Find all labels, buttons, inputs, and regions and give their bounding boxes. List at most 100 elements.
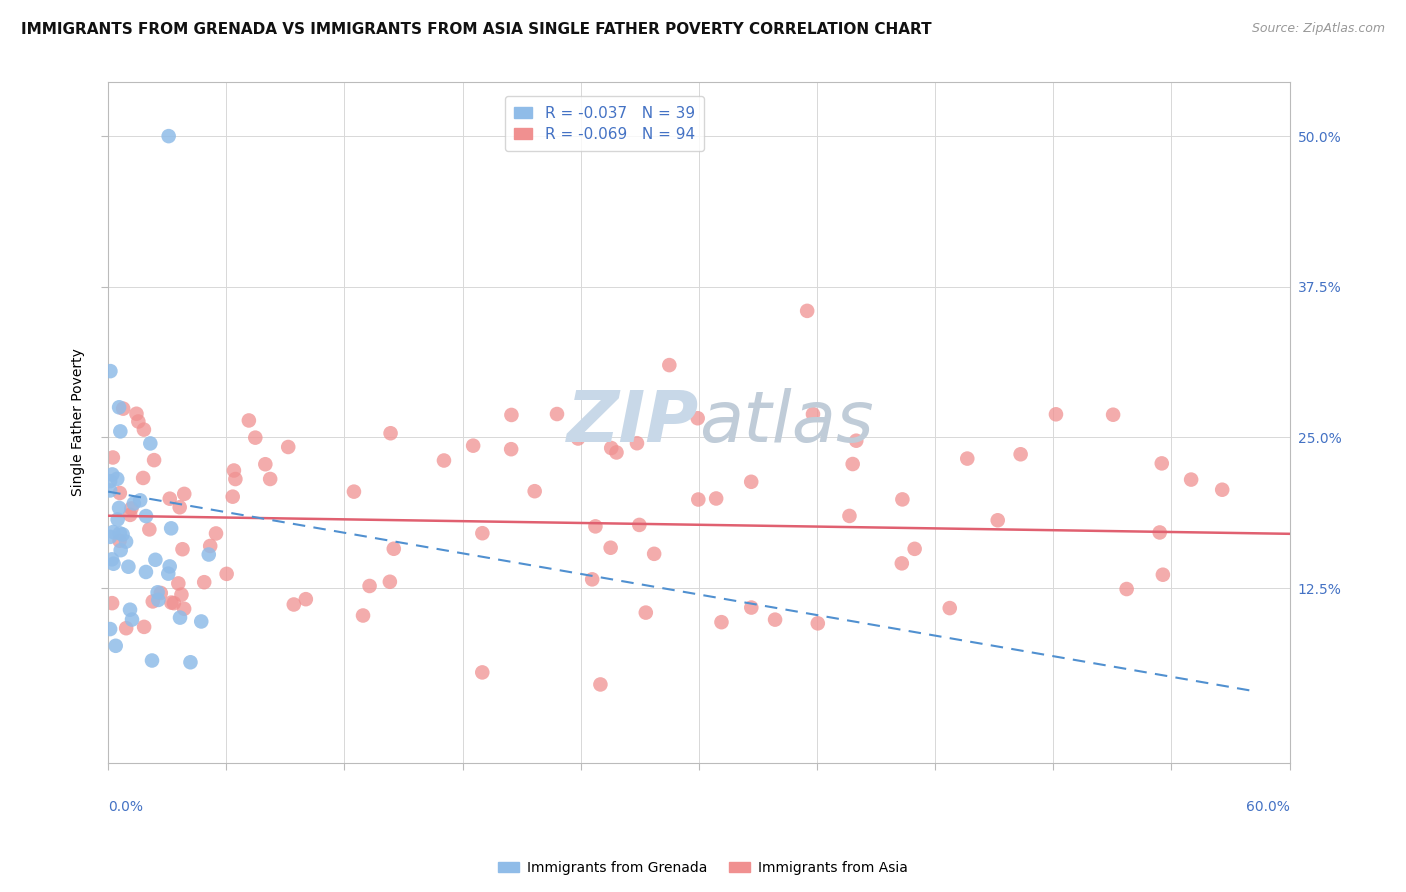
Point xyxy=(110,425,132,439)
Point xyxy=(121,613,143,627)
Point xyxy=(245,431,267,445)
Point xyxy=(98,483,121,498)
Point xyxy=(157,129,180,144)
Point xyxy=(463,439,485,453)
Point xyxy=(581,572,603,586)
Point xyxy=(956,451,979,466)
Point xyxy=(135,509,157,524)
Point xyxy=(796,304,818,318)
Point xyxy=(740,475,762,489)
Point xyxy=(108,500,131,515)
Point xyxy=(127,415,149,429)
Point xyxy=(139,436,162,450)
Point xyxy=(686,411,709,425)
Point xyxy=(107,512,129,526)
Point xyxy=(1150,456,1173,470)
Point xyxy=(117,559,139,574)
Point xyxy=(104,639,127,653)
Point xyxy=(845,434,868,448)
Point xyxy=(704,491,727,506)
Point xyxy=(108,533,131,548)
Point xyxy=(108,486,131,500)
Point xyxy=(523,484,546,499)
Point xyxy=(169,500,191,515)
Point xyxy=(132,423,155,437)
Point xyxy=(200,539,222,553)
Point xyxy=(159,491,181,506)
Point xyxy=(160,596,183,610)
Point xyxy=(501,442,523,457)
Point xyxy=(129,493,152,508)
Point xyxy=(589,677,612,691)
Text: Source: ZipAtlas.com: Source: ZipAtlas.com xyxy=(1251,22,1385,36)
Point xyxy=(807,616,830,631)
Point xyxy=(101,552,124,566)
Point xyxy=(115,621,138,635)
Point xyxy=(146,585,169,599)
Text: ZIP: ZIP xyxy=(567,388,699,457)
Point xyxy=(658,358,681,372)
Point xyxy=(352,608,374,623)
Point xyxy=(222,463,245,477)
Point xyxy=(343,484,366,499)
Point xyxy=(142,594,165,608)
Point xyxy=(259,472,281,486)
Point xyxy=(295,592,318,607)
Point xyxy=(98,474,121,488)
Text: IMMIGRANTS FROM GRENADA VS IMMIGRANTS FROM ASIA SINGLE FATHER POVERTY CORRELATIO: IMMIGRANTS FROM GRENADA VS IMMIGRANTS FR… xyxy=(21,22,932,37)
Point xyxy=(891,492,914,507)
Point xyxy=(190,615,212,629)
Point xyxy=(254,457,277,471)
Point xyxy=(1115,582,1137,596)
Point xyxy=(605,445,627,459)
Point xyxy=(160,521,183,535)
Point xyxy=(283,598,305,612)
Legend: Immigrants from Grenada, Immigrants from Asia: Immigrants from Grenada, Immigrants from… xyxy=(492,855,914,880)
Point xyxy=(238,413,260,427)
Point xyxy=(120,508,142,522)
Point xyxy=(1010,447,1032,461)
Point xyxy=(112,401,135,416)
Point xyxy=(222,490,245,504)
Point xyxy=(149,586,172,600)
Point xyxy=(546,407,568,421)
Point xyxy=(215,566,238,581)
Point xyxy=(135,565,157,579)
Point xyxy=(173,487,195,501)
Point xyxy=(173,601,195,615)
Point xyxy=(471,665,494,680)
Point xyxy=(100,364,122,378)
Point xyxy=(143,453,166,467)
Point xyxy=(172,542,194,557)
Point xyxy=(378,574,401,589)
Point xyxy=(179,655,201,669)
Point xyxy=(105,472,128,486)
Point xyxy=(118,603,141,617)
Point xyxy=(170,588,193,602)
Point xyxy=(141,653,163,667)
Point xyxy=(125,407,148,421)
Y-axis label: Single Father Poverty: Single Father Poverty xyxy=(72,349,86,496)
Point xyxy=(101,596,124,610)
Point xyxy=(987,513,1010,527)
Point xyxy=(763,613,786,627)
Point xyxy=(583,519,606,533)
Point xyxy=(120,501,142,516)
Point xyxy=(169,610,191,624)
Point xyxy=(599,541,621,555)
Point xyxy=(101,450,124,465)
Point xyxy=(688,492,710,507)
Point xyxy=(600,441,623,455)
Point xyxy=(626,436,648,450)
Point xyxy=(643,547,665,561)
Point xyxy=(101,524,124,539)
Point xyxy=(380,426,402,441)
Point xyxy=(359,579,381,593)
Point xyxy=(277,440,299,454)
Point xyxy=(740,600,762,615)
Point xyxy=(1180,473,1202,487)
Point xyxy=(471,526,494,541)
Point xyxy=(193,575,215,590)
Point xyxy=(904,541,927,556)
Point xyxy=(433,453,456,467)
